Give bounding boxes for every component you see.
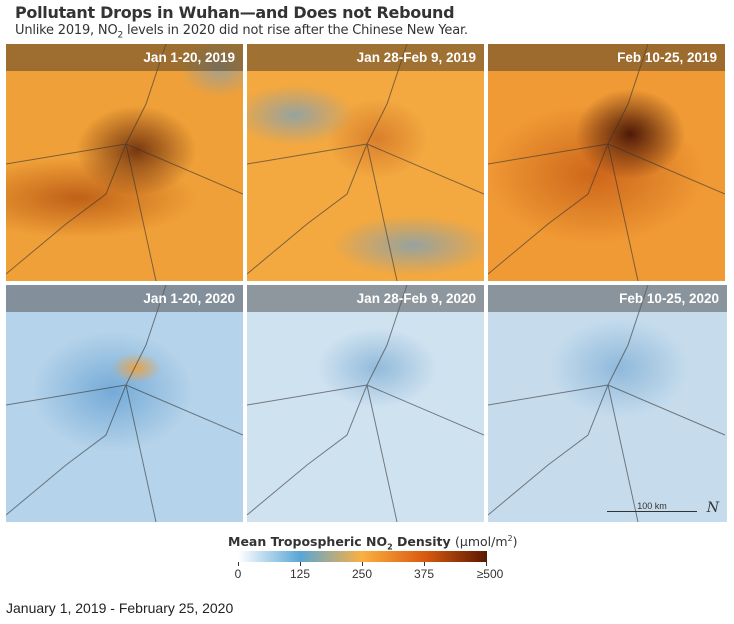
legend-tick-label: ≥500	[476, 567, 504, 581]
roads-overlay	[6, 285, 243, 522]
panel-label: Jan 1-20, 2019	[6, 44, 243, 71]
subtitle-text-end: levels in 2020 did not rise after the Ch…	[123, 23, 468, 38]
legend-units: (μmol/m2)	[455, 534, 518, 549]
legend-tick	[424, 562, 425, 566]
panel-label: Feb 10-25, 2020	[488, 285, 727, 312]
units-sup: 2	[507, 534, 513, 543]
units-text-end: )	[512, 534, 518, 550]
map-panel-2019-feb-early: Jan 28-Feb 9, 2019	[247, 44, 484, 281]
date-range-caption: January 1, 2019 - February 25, 2020	[6, 600, 234, 616]
legend-tick-label: 125	[289, 567, 311, 581]
panel-label: Feb 10-25, 2019	[488, 44, 725, 71]
legend-tick	[238, 562, 239, 566]
legend-tick-label: 0	[234, 567, 242, 581]
roads-overlay	[6, 44, 243, 281]
legend-tick	[362, 562, 363, 566]
roads-overlay	[247, 44, 484, 281]
units-text: (μmol/m	[455, 534, 508, 550]
subtitle-text: Unlike 2019, NO	[15, 23, 118, 38]
legend-title-text-end: Density	[392, 534, 451, 550]
figure-subtitle: Unlike 2019, NO2 levels in 2020 did not …	[15, 23, 468, 41]
north-arrow-icon: N	[706, 500, 719, 516]
map-panel-2019-jan: Jan 1-20, 2019	[6, 44, 243, 281]
figure-title: Pollutant Drops in Wuhan—and Does not Re…	[15, 3, 455, 22]
panel-label: Jan 28-Feb 9, 2019	[247, 44, 484, 71]
map-panel-2019-feb-late: Feb 10-25, 2019	[488, 44, 725, 281]
legend-title: Mean Tropospheric NO2 Density (μmol/m2)	[228, 534, 518, 552]
map-panel-2020-jan: Jan 1-20, 2020	[6, 285, 243, 522]
roads-overlay	[488, 285, 726, 522]
legend-tick-label: 375	[413, 567, 435, 581]
roads-overlay	[488, 44, 725, 281]
legend-tick	[300, 562, 301, 566]
panel-label: Jan 1-20, 2020	[6, 285, 243, 312]
roads-overlay	[247, 285, 484, 522]
subtitle-subscript: 2	[117, 30, 124, 41]
legend-title-text: Mean Tropospheric NO	[228, 534, 388, 550]
panel-label: Jan 28-Feb 9, 2020	[247, 285, 484, 312]
map-panel-2020-feb-early: Jan 28-Feb 9, 2020	[247, 285, 484, 522]
scale-bar: 100 km	[607, 501, 697, 512]
map-panel-2020-feb-late: Feb 10-25, 2020 100 km N	[488, 285, 727, 522]
legend-tick	[486, 562, 487, 566]
legend-tick-label: 250	[351, 567, 373, 581]
legend-title-sub: 2	[387, 542, 393, 552]
color-scale-bar	[238, 551, 487, 562]
